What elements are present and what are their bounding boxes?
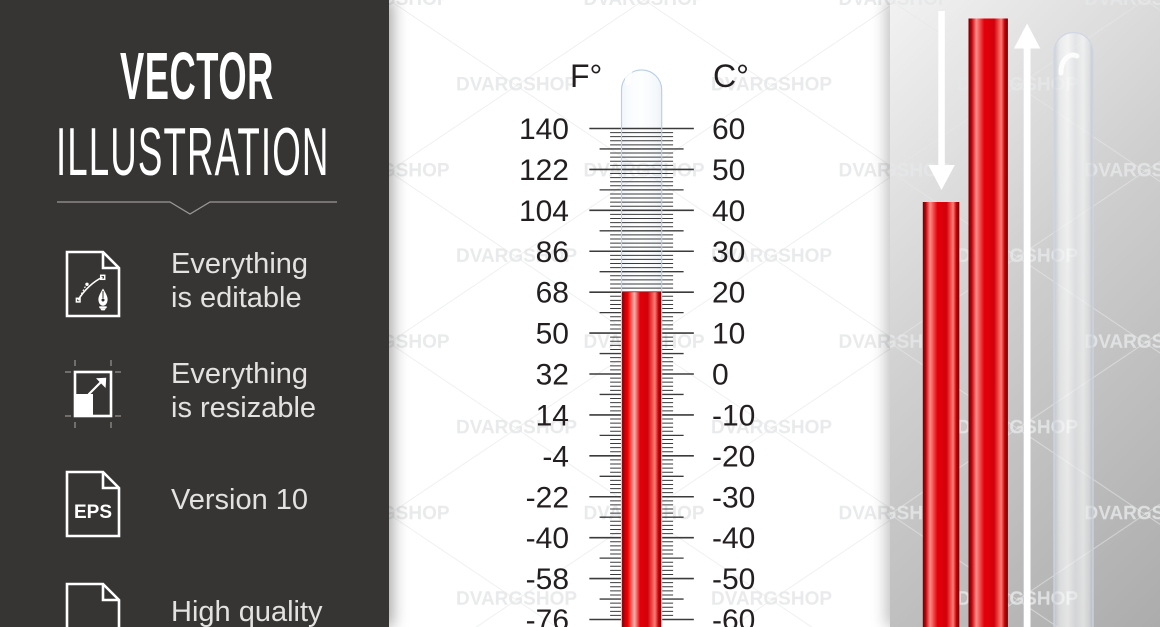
svg-text:F°: F°	[570, 58, 602, 94]
svg-text:68: 68	[536, 277, 569, 310]
svg-text:-76: -76	[526, 604, 569, 627]
svg-text:-58: -58	[526, 563, 569, 596]
svg-text:40: 40	[712, 195, 745, 228]
svg-text:50: 50	[536, 318, 569, 351]
svg-text:-10: -10	[712, 399, 755, 432]
svg-text:104: 104	[519, 195, 569, 228]
svg-text:140: 140	[519, 113, 569, 146]
svg-text:122: 122	[519, 154, 569, 187]
svg-text:-50: -50	[712, 563, 755, 596]
svg-text:14: 14	[536, 399, 569, 432]
svg-text:-20: -20	[712, 440, 755, 473]
svg-text:30: 30	[712, 236, 745, 269]
svg-text:60: 60	[712, 113, 745, 146]
svg-text:32: 32	[536, 359, 569, 392]
svg-text:-40: -40	[526, 522, 569, 555]
svg-text:-60: -60	[712, 604, 755, 627]
svg-text:-4: -4	[542, 440, 569, 473]
svg-text:10: 10	[712, 318, 745, 351]
svg-text:EPS: EPS	[74, 502, 112, 523]
svg-text:-22: -22	[526, 481, 569, 514]
svg-text:86: 86	[536, 236, 569, 269]
svg-text:-40: -40	[712, 522, 755, 555]
svg-text:50: 50	[712, 154, 745, 187]
svg-text:20: 20	[712, 277, 745, 310]
svg-text:-30: -30	[712, 481, 755, 514]
svg-text:C°: C°	[713, 58, 749, 94]
svg-text:0: 0	[712, 359, 729, 392]
